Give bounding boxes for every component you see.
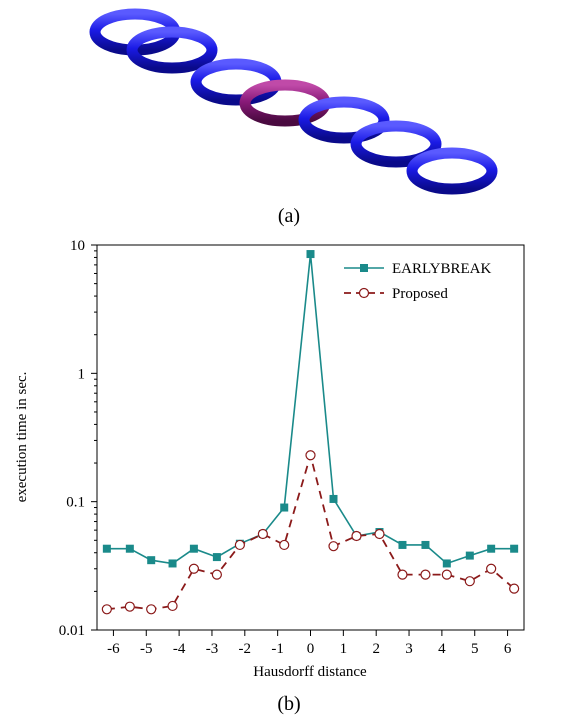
chart: -6 -5 -4 -3 -2 -1 0 1 2 3 4 5 6 0.01 0.1 1 10 EARLYBREAK… (14, 238, 525, 680)
y-tick-label: 10 (70, 238, 85, 254)
x-tick-label: 4 (438, 641, 446, 657)
legend: EARLYBREAK Proposed (344, 261, 491, 302)
torus-2 (126, 26, 218, 74)
x-tick-label: -5 (140, 641, 153, 657)
x-axis-title: Hausdorff distance (253, 664, 367, 680)
data-point-proposed (234, 539, 245, 551)
x-tick-label: 3 (405, 641, 413, 657)
data-point-proposed (464, 576, 475, 587)
plot-frame (96, 244, 525, 631)
data-point-earlybreak (398, 540, 407, 549)
data-point-proposed (351, 530, 362, 542)
data-point-earlybreak (147, 556, 156, 565)
data-point-proposed (305, 450, 316, 461)
data-point-earlybreak (306, 250, 315, 259)
x-tick-label: 6 (504, 641, 512, 657)
data-point-proposed (509, 583, 520, 594)
data-point-proposed (101, 604, 112, 615)
data-point-earlybreak (442, 559, 451, 568)
data-point-proposed (146, 604, 157, 615)
legend-label-earlybreak: EARLYBREAK (392, 261, 491, 277)
x-tick-label: -3 (206, 641, 219, 657)
data-point-earlybreak (212, 553, 221, 562)
data-point-proposed (257, 528, 268, 540)
data-point-proposed (167, 600, 178, 612)
data-point-proposed (124, 601, 135, 612)
data-point-proposed (486, 563, 497, 574)
x-tick-label: 0 (307, 641, 315, 657)
torus-6 (406, 147, 498, 195)
data-point-earlybreak (487, 544, 496, 553)
legend-marker-earlybreak (360, 264, 368, 272)
data-point-proposed (374, 528, 385, 540)
x-tick-label: 5 (471, 641, 479, 657)
y-tick-label: 1 (78, 366, 86, 382)
data-point-proposed (188, 563, 199, 574)
data-point-earlybreak (102, 544, 111, 553)
data-point-proposed (397, 569, 408, 580)
data-point-earlybreak (189, 544, 198, 553)
torus-5 (350, 120, 442, 168)
data-point-earlybreak (510, 544, 519, 553)
torus-chain-illustration (89, 8, 498, 195)
data-point-earlybreak (280, 503, 289, 512)
data-point-proposed (328, 541, 339, 552)
x-tick-label: 2 (372, 641, 380, 657)
data-point-earlybreak (168, 559, 177, 568)
y-tick-label: 0.01 (59, 623, 85, 639)
axis-ticks: -6 -5 -4 -3 -2 -1 0 1 2 3 4 5 6 0.01 0.1 1 10 (59, 238, 512, 657)
data-point-proposed (211, 569, 222, 580)
data-point-earlybreak (465, 551, 474, 560)
x-tick-label: -2 (239, 641, 252, 657)
data-point-proposed (279, 539, 290, 551)
data-point-proposed (441, 569, 452, 580)
x-tick-label: -4 (173, 641, 186, 657)
y-tick-label: 0.1 (66, 495, 85, 511)
x-tick-label: -1 (271, 641, 284, 657)
series-line-proposed (106, 451, 515, 611)
y-axis-title: execution time in sec. (14, 372, 30, 503)
panel-b-label: (b) (277, 693, 300, 715)
x-tick-label: 1 (340, 641, 348, 657)
series-layer (101, 250, 520, 615)
data-point-earlybreak (329, 494, 338, 503)
data-point-earlybreak (421, 540, 430, 549)
panel-a-label: (a) (278, 205, 300, 227)
legend-marker-proposed (358, 287, 370, 299)
x-tick-label: -6 (107, 641, 120, 657)
data-point-earlybreak (125, 544, 134, 553)
data-point-proposed (420, 569, 431, 580)
legend-label-proposed: Proposed (392, 286, 448, 302)
torus-4 (298, 96, 390, 144)
series-line-earlybreak (106, 254, 515, 565)
